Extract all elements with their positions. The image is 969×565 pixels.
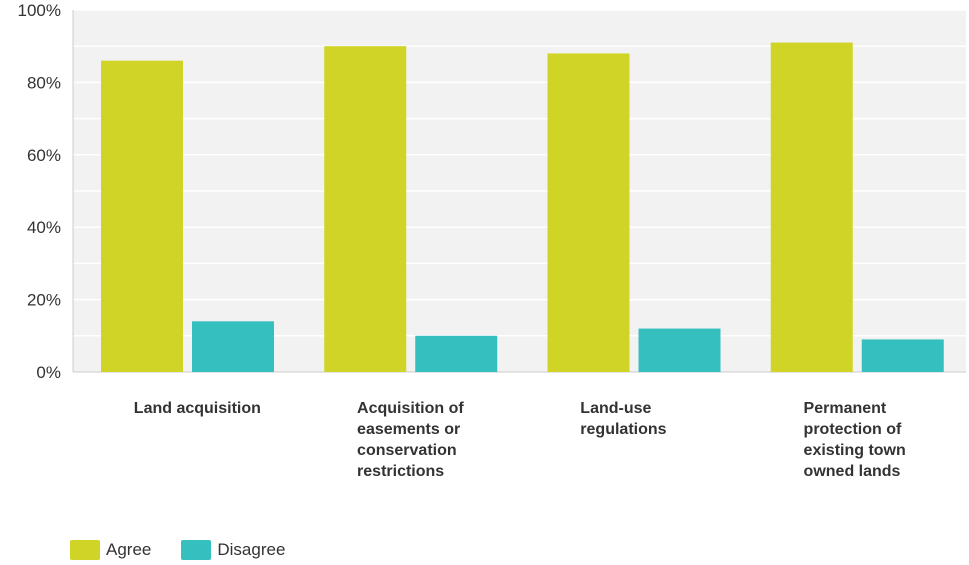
category-label-line: easements or	[357, 421, 460, 438]
y-tick-label: 60%	[27, 146, 61, 165]
bar-disagree-2	[638, 328, 721, 372]
bar-agree-0	[101, 60, 183, 373]
category-label-line: conservation	[357, 442, 457, 459]
y-tick-label: 40%	[27, 218, 61, 237]
y-tick-label: 80%	[27, 73, 61, 92]
category-label-line: protection of	[804, 421, 902, 438]
category-label-line: restrictions	[357, 463, 444, 480]
legend-item-disagree: Disagree	[181, 540, 285, 560]
y-tick-label: 100%	[18, 1, 61, 20]
legend-swatch-agree	[70, 540, 100, 560]
bar-chart: 0% 20% 40% 60% 80% 100% Land acquisition Acquis…	[18, 1, 966, 480]
legend-label-disagree: Disagree	[217, 540, 286, 559]
category-label-line: Permanent	[804, 400, 887, 417]
legend-label-agree: Agree	[106, 540, 152, 559]
bar-agree-1	[324, 46, 407, 372]
category-label: Land-use regulations	[580, 400, 666, 438]
category-label-line: regulations	[580, 421, 666, 438]
category-label: Permanent protection of existing town owned…	[804, 400, 906, 480]
bar-agree-2	[547, 53, 630, 372]
legend-swatch-disagree	[181, 540, 212, 560]
bar-disagree-1	[415, 335, 498, 372]
category-label-line: owned lands	[804, 463, 901, 480]
y-tick-label: 0%	[36, 363, 61, 382]
y-tick-label: 20%	[27, 291, 61, 310]
category-label: Land acquisition	[134, 400, 261, 417]
category-label-line: Land-use	[580, 400, 651, 417]
legend: Agree Disagree	[70, 540, 285, 560]
bar-disagree-0	[192, 321, 274, 372]
legend-item-agree: Agree	[70, 540, 151, 560]
category-label: Acquisition of easements or conservation re…	[357, 400, 464, 480]
category-label-line: existing town	[804, 442, 906, 459]
category-label-line: Land acquisition	[134, 400, 261, 417]
bar-disagree-3	[861, 339, 944, 372]
category-label-line: Acquisition of	[357, 400, 464, 417]
bar-agree-3	[770, 42, 853, 373]
